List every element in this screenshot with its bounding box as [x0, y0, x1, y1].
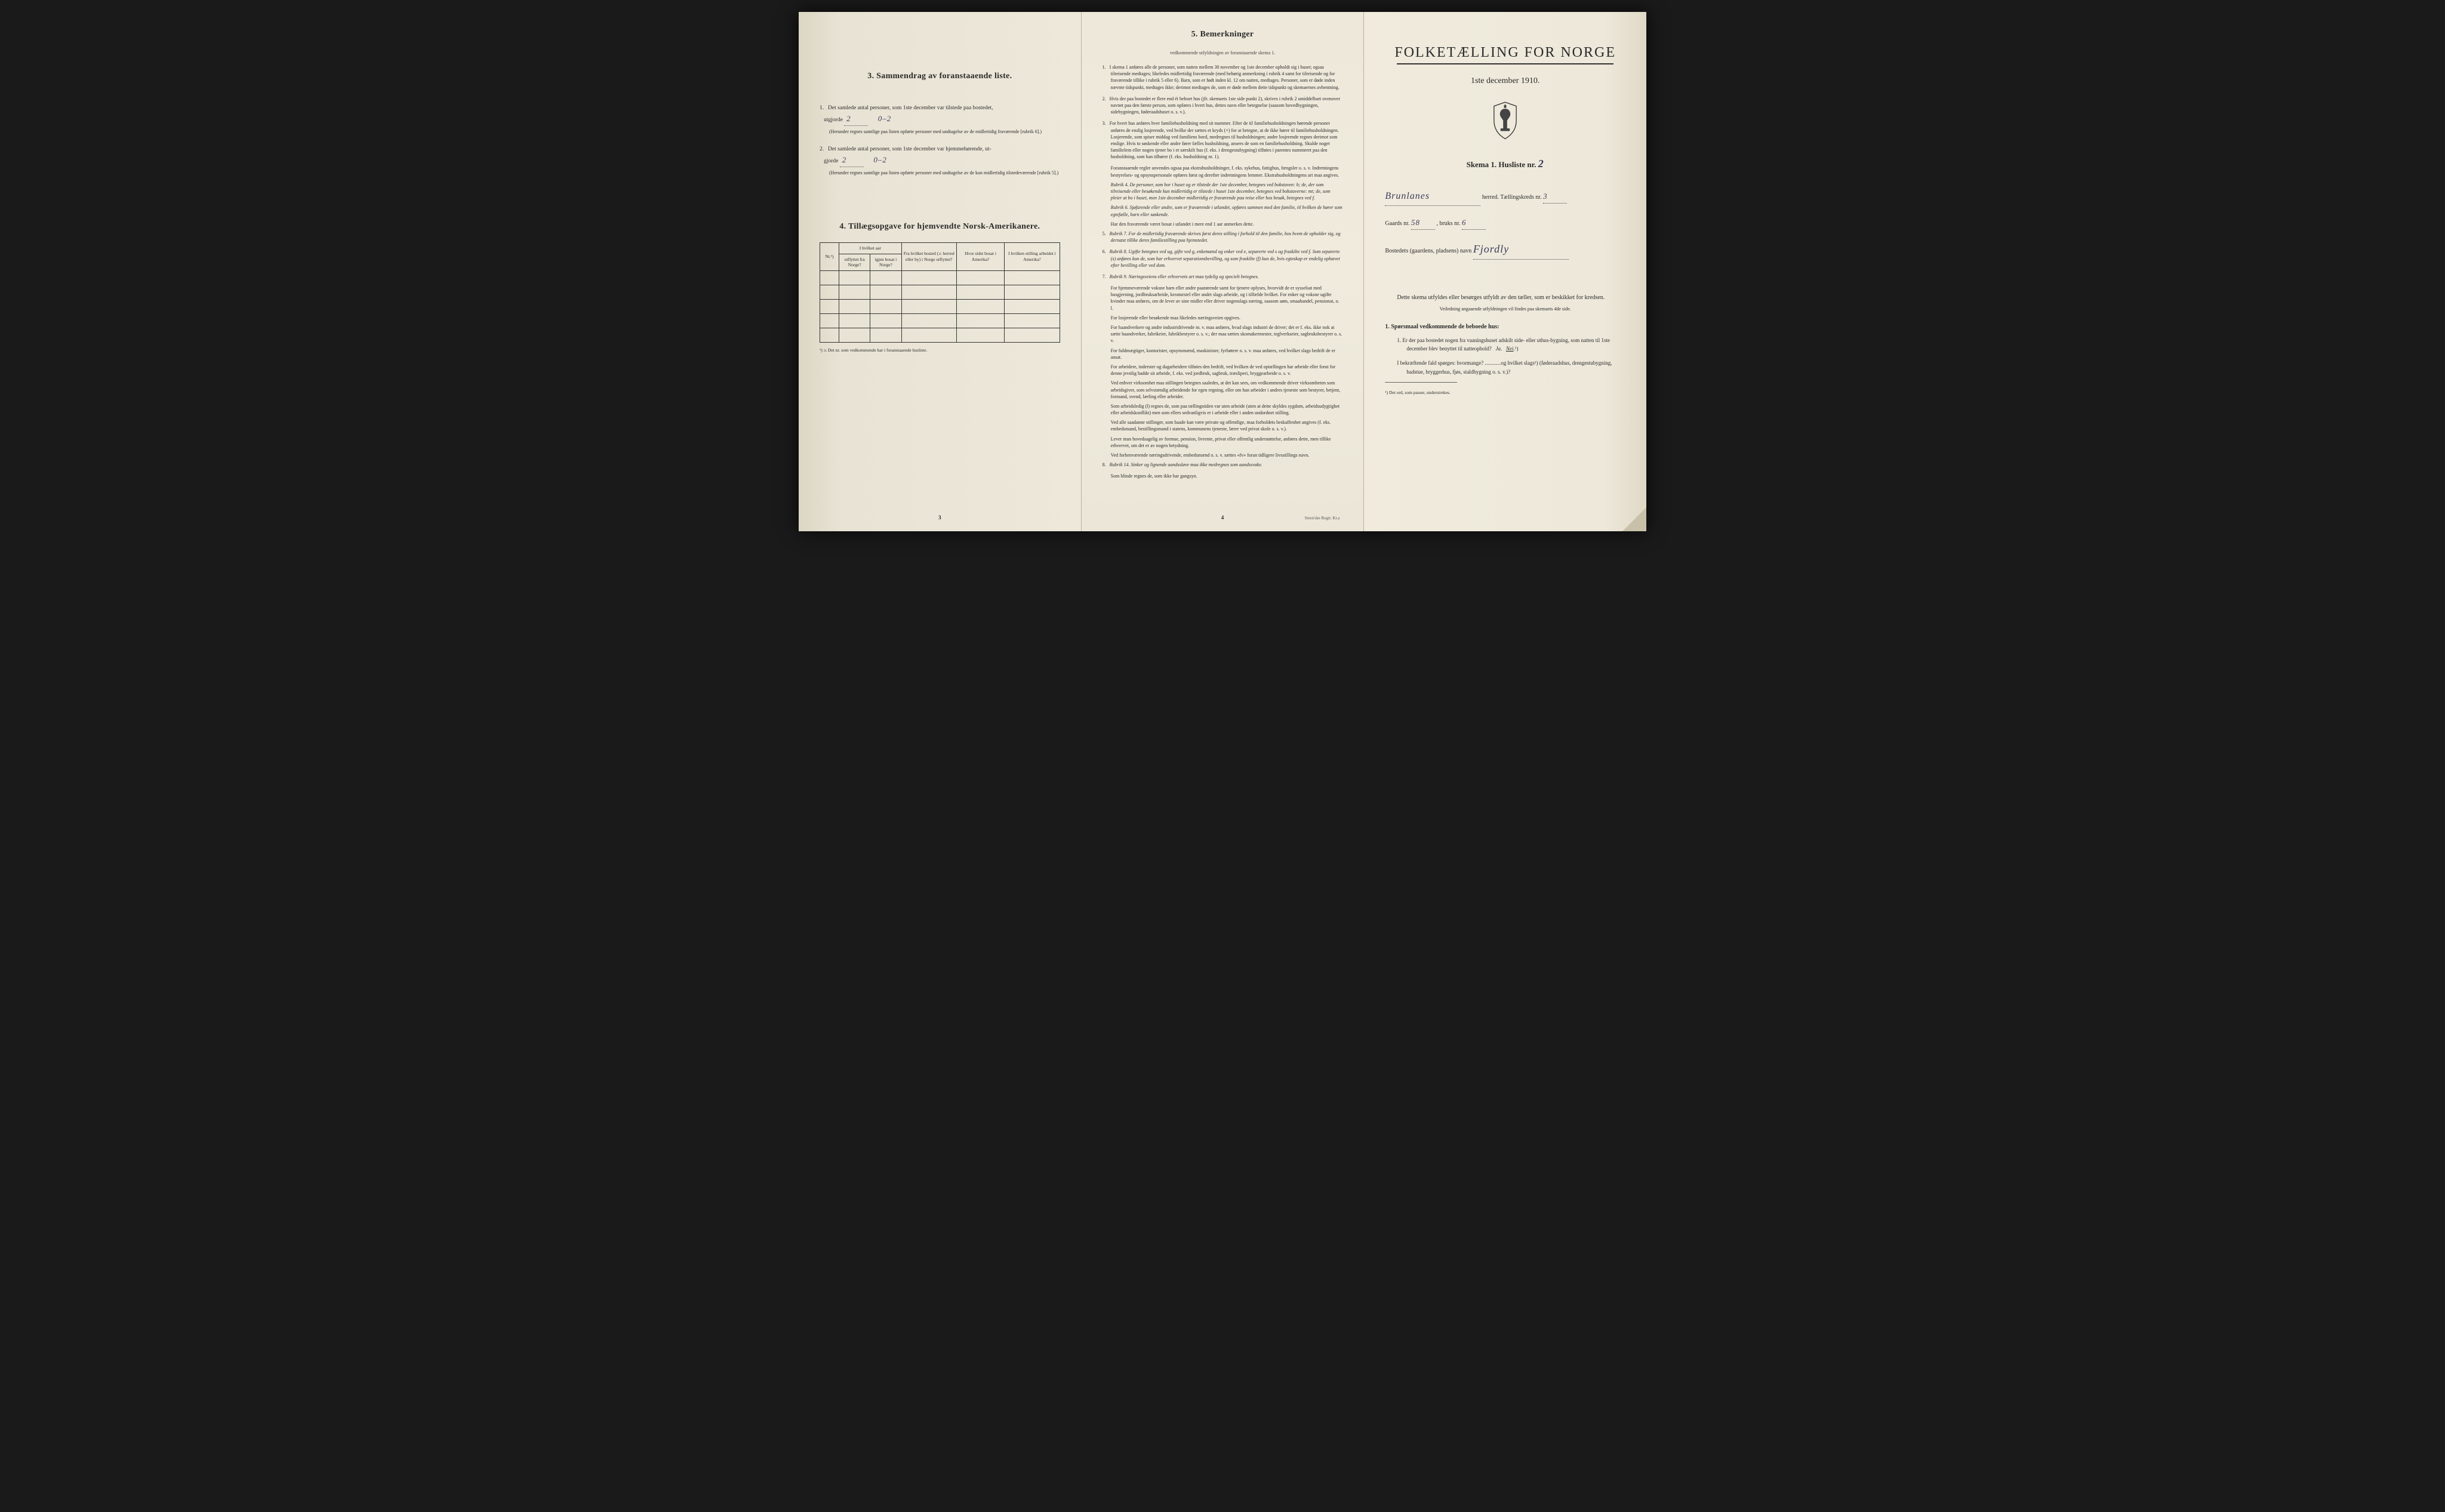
section-5-title: 5. Bemerkninger	[1103, 30, 1343, 39]
remark-7-p3: For haandverkere og andre industridriven…	[1111, 324, 1343, 344]
note-1: (Herunder regnes samtlige paa listen opf…	[829, 128, 1060, 136]
page-number: 4	[1221, 515, 1224, 521]
page-4: 5. Bemerkninger vedkommende utfyldningen…	[1082, 12, 1365, 531]
page-corner-fold	[1622, 507, 1646, 531]
th-col3: Fra hvilket bosted (ɔ: herred eller by) …	[901, 242, 956, 270]
husliste-nr: 2	[1538, 158, 1544, 170]
remark-rubrik4: Rubrik 4. De personer, som bor i huset o…	[1111, 181, 1343, 202]
table-row	[820, 271, 1060, 285]
remark-8: 8.Rubrik 14. Sinker og lignende aandsslø…	[1103, 461, 1343, 468]
census-document: 3. Sammendrag av foranstaaende liste. 1.…	[799, 12, 1646, 531]
remark-1: 1.I skema 1 anføres alle de personer, so…	[1103, 64, 1343, 91]
remarks-list: 1.I skema 1 anføres alle de personer, so…	[1103, 64, 1343, 480]
value-tilstede: 2	[844, 113, 868, 126]
remark-8-sub: Som blinde regnes de, som ikke har gangs…	[1111, 473, 1343, 479]
census-date: 1ste december 1910.	[1385, 76, 1625, 86]
remark-7-p1: For hjemmeværende voksne barn eller andr…	[1111, 285, 1343, 312]
remark-5: 5.Rubrik 7. For de midlertidig fraværend…	[1103, 230, 1343, 244]
page-front: FOLKETÆLLING FOR NORGE 1ste december 191…	[1364, 12, 1646, 531]
kreds-value: 3	[1543, 189, 1567, 204]
document-title: FOLKETÆLLING FOR NORGE	[1385, 45, 1625, 61]
remark-7-p6: Ved enhver virksomhet maa stillingen bet…	[1111, 380, 1343, 400]
remark-7-p8: Ved alle saadanne stillinger, som baade …	[1111, 419, 1343, 432]
section-5-sub: vedkommende utfyldningen av foranstaaend…	[1103, 50, 1343, 56]
remark-7-p10: Ved forhenværende næringsdrivende, embed…	[1111, 452, 1343, 458]
remark-2: 2.Hvis der paa bostedet er flere end ét …	[1103, 96, 1343, 116]
herred-line: Brunlanes herred. Tællingskreds nr. 3	[1385, 188, 1625, 206]
question-1: 1. Er der paa bostedet nogen fra vaaning…	[1397, 336, 1625, 353]
title-underline	[1397, 63, 1613, 64]
remark-7-p2: For losjerende eller besøkende maa likel…	[1111, 315, 1343, 321]
gaards-value: 58	[1411, 215, 1435, 230]
table-row	[820, 328, 1060, 343]
footnote-3: ¹) Det ord, som passer, understrekes.	[1385, 390, 1625, 395]
printer-mark: Steen'ske Bogtr. Kr.a	[1305, 516, 1340, 521]
table-row	[820, 300, 1060, 314]
intro-text-1: Dette skema utfyldes eller besørges utfy…	[1385, 293, 1625, 303]
summary-item-2: 2.Det samlede antal personer, som 1ste d…	[820, 145, 1060, 177]
note-2: (Herunder regnes samtlige paa listen opf…	[829, 170, 1060, 177]
value-hjemme: 2	[840, 154, 864, 167]
answer-nei: Nei	[1506, 346, 1514, 352]
herred-value: Brunlanes	[1385, 188, 1480, 206]
bruks-value: 6	[1462, 215, 1486, 230]
section-4-title: 4. Tillægsopgave for hjemvendte Norsk-Am…	[820, 222, 1060, 232]
table-row	[820, 285, 1060, 300]
footnote-4: ¹) ɔ: Det nr. som vedkommende har i fora…	[820, 347, 1060, 354]
summary-item-1: 1.Det samlede antal personer, som 1ste d…	[820, 104, 1060, 136]
page-3: 3. Sammendrag av foranstaaende liste. 1.…	[799, 12, 1082, 531]
page-number: 3	[938, 515, 941, 521]
bosted-value: Fjordly	[1473, 239, 1569, 259]
remark-7-p4: For fuldmægtiger, kontorister, opsynsmæn…	[1111, 347, 1343, 361]
th-nr: Nr.¹)	[820, 242, 839, 270]
th-col2: igjen bosat i Norge?	[870, 254, 901, 271]
bosted-line: Bostedets (gaardens, pladsens) navn Fjor…	[1385, 239, 1625, 259]
coat-of-arms-icon	[1385, 101, 1625, 143]
remark-7-p5: For arbeidere, inderster og dagarbeidere…	[1111, 364, 1343, 377]
remark-7-p9: Lever man hovedsagelig av formue, pensio…	[1111, 436, 1343, 449]
th-col1: utflyttet fra Norge?	[839, 254, 870, 271]
questions-title: 1. Spørsmaal vedkommende de beboede hus:	[1385, 324, 1625, 330]
emigrant-table: Nr.¹) I hvilket aar Fra hvilket bosted (…	[820, 242, 1060, 343]
gaards-line: Gaards nr. 58 , bruks nr. 6	[1385, 215, 1625, 230]
table-row	[820, 314, 1060, 328]
section-3-title: 3. Sammendrag av foranstaaende liste.	[820, 72, 1060, 81]
skema-line: Skema 1. Husliste nr. 2	[1385, 158, 1625, 170]
remark-7: 7.Rubrik 9. Næringsveiens eller erhverve…	[1103, 273, 1343, 280]
th-col4: Hvor sidst bosat i Amerika?	[956, 242, 1004, 270]
remark-rubrik6: Rubrik 6. Sjøfarende eller andre, som er…	[1111, 204, 1343, 217]
intro-text-2: Veiledning angaaende utfyldningen vil fi…	[1385, 306, 1625, 312]
th-col5: I hvilken stilling arbeidet i Amerika?	[1005, 242, 1060, 270]
footnote-divider	[1385, 382, 1457, 383]
remark-7-p7: Som arbeidsledig (l) regnes de, som paa …	[1111, 403, 1343, 416]
remark-3-sub1: Foranstaaende regler anvendes ogsaa paa …	[1111, 165, 1343, 178]
annotation-2: 0–2	[873, 155, 887, 164]
remark-3-sub4: Har den fraværende været bosat i utlande…	[1111, 221, 1343, 227]
annotation-1: 0–2	[878, 114, 892, 123]
remark-6: 6.Rubrik 8. Ugifte betegnes ved ug, gift…	[1103, 248, 1343, 269]
question-2: I bekræftende fald spørges: hvormange? .…	[1397, 359, 1625, 376]
remark-3: 3.For hvert hus anføres hver familiehush…	[1103, 120, 1343, 160]
